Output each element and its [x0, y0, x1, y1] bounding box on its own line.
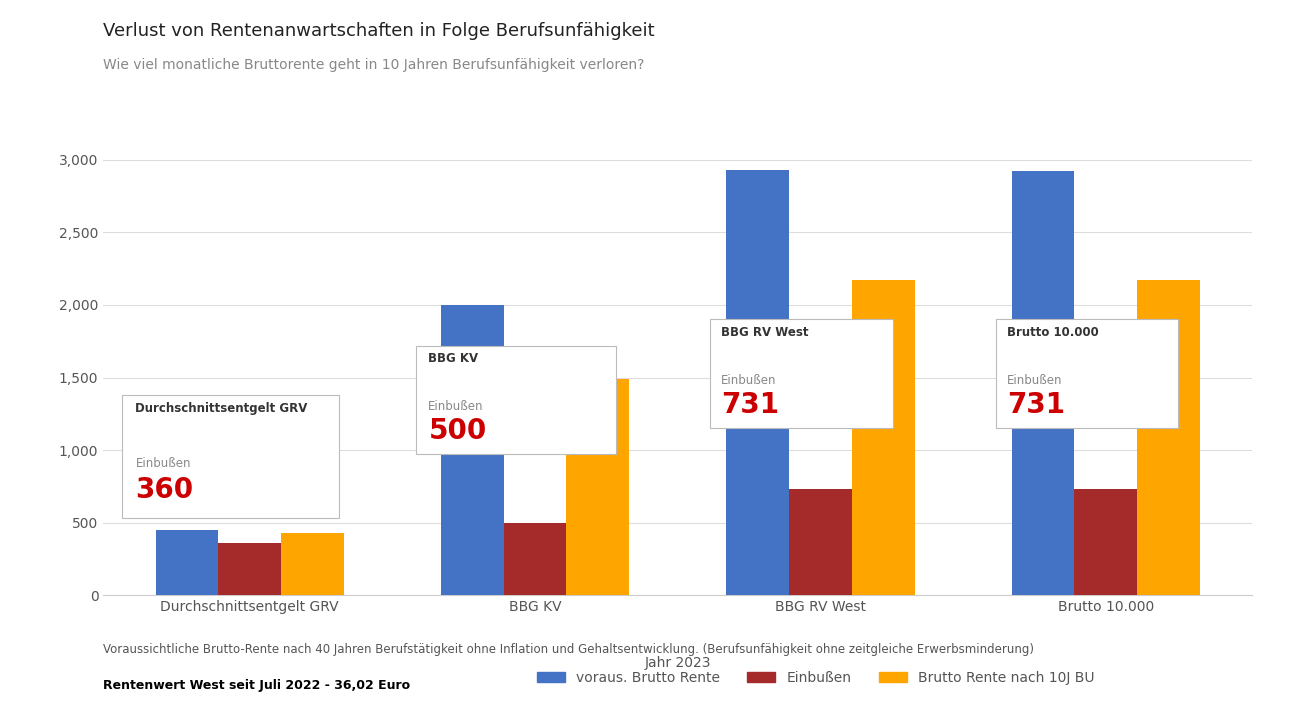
Text: BBG KV: BBG KV: [429, 352, 479, 365]
Bar: [155, 530, 218, 595]
Bar: [1137, 280, 1201, 595]
Text: 731: 731: [1007, 391, 1065, 420]
Bar: [503, 523, 567, 595]
Text: BBG RV West: BBG RV West: [722, 326, 808, 339]
Bar: [567, 379, 629, 595]
Text: Verlust von Rentenanwartschaften in Folge Berufsunfähigkeit: Verlust von Rentenanwartschaften in Folg…: [103, 22, 655, 40]
Bar: [1074, 489, 1137, 595]
Text: Voraussichtliche Brutto-Rente nach 40 Jahren Berufstätigkeit ohne Inflation und : Voraussichtliche Brutto-Rente nach 40 Ja…: [103, 643, 1034, 656]
Text: Durchschnittsentgelt GRV: Durchschnittsentgelt GRV: [136, 402, 307, 415]
Text: Rentenwert West seit Juli 2022 - 36,02 Euro: Rentenwert West seit Juli 2022 - 36,02 E…: [103, 679, 411, 692]
Bar: [281, 533, 343, 595]
Bar: [852, 280, 914, 595]
Text: Wie viel monatliche Bruttorente geht in 10 Jahren Berufsunfähigkeit verloren?: Wie viel monatliche Bruttorente geht in …: [103, 58, 644, 72]
Text: Einbußen: Einbußen: [722, 374, 777, 387]
Text: Brutto 10.000: Brutto 10.000: [1007, 326, 1099, 339]
Bar: [442, 305, 503, 595]
Text: Jahr 2023: Jahr 2023: [644, 656, 711, 669]
Text: Einbußen: Einbußen: [136, 457, 191, 470]
Bar: [789, 489, 852, 595]
Text: Einbußen: Einbußen: [1007, 374, 1062, 387]
Bar: [218, 543, 281, 595]
Bar: [727, 170, 789, 595]
Text: Einbußen: Einbußen: [429, 400, 484, 413]
Legend: voraus. Brutto Rente, Einbußen, Brutto Rente nach 10J BU: voraus. Brutto Rente, Einbußen, Brutto R…: [531, 666, 1100, 690]
Text: 731: 731: [722, 391, 780, 420]
Bar: [1012, 171, 1074, 595]
Text: 360: 360: [136, 476, 194, 505]
Text: 500: 500: [429, 417, 487, 446]
